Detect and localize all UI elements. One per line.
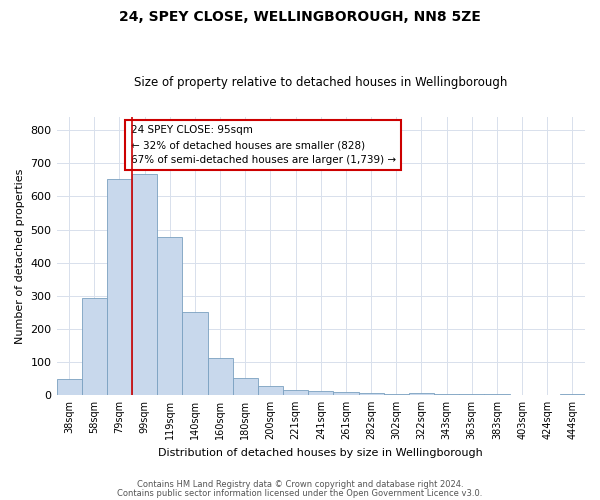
Bar: [132, 174, 157, 395]
Bar: [334, 392, 359, 395]
Bar: [233, 378, 258, 395]
Text: 24, SPEY CLOSE, WELLINGBOROUGH, NN8 5ZE: 24, SPEY CLOSE, WELLINGBOROUGH, NN8 5ZE: [119, 10, 481, 24]
Text: Contains HM Land Registry data © Crown copyright and database right 2024.: Contains HM Land Registry data © Crown c…: [137, 480, 463, 489]
Y-axis label: Number of detached properties: Number of detached properties: [15, 168, 25, 344]
Bar: [560, 394, 585, 395]
Bar: [157, 237, 182, 395]
Bar: [208, 358, 233, 395]
Bar: [82, 298, 107, 395]
Bar: [459, 394, 484, 395]
X-axis label: Distribution of detached houses by size in Wellingborough: Distribution of detached houses by size …: [158, 448, 483, 458]
Bar: [409, 394, 434, 395]
Bar: [484, 394, 509, 395]
Text: 24 SPEY CLOSE: 95sqm
← 32% of detached houses are smaller (828)
67% of semi-deta: 24 SPEY CLOSE: 95sqm ← 32% of detached h…: [131, 126, 395, 165]
Bar: [107, 179, 132, 395]
Bar: [383, 394, 409, 395]
Title: Size of property relative to detached houses in Wellingborough: Size of property relative to detached ho…: [134, 76, 508, 90]
Bar: [182, 312, 208, 395]
Bar: [283, 390, 308, 395]
Bar: [258, 386, 283, 395]
Bar: [308, 390, 334, 395]
Bar: [359, 393, 383, 395]
Bar: [434, 394, 459, 395]
Text: Contains public sector information licensed under the Open Government Licence v3: Contains public sector information licen…: [118, 489, 482, 498]
Bar: [56, 380, 82, 395]
